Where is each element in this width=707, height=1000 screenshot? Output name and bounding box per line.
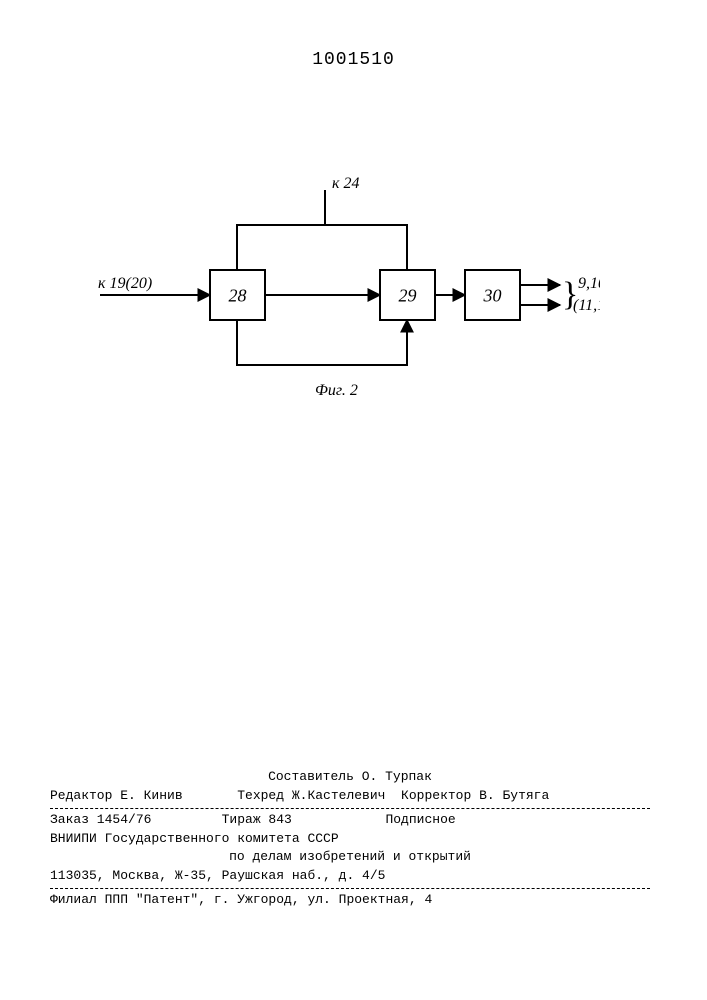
output-label-top: 9,10 xyxy=(578,275,600,292)
footer-block: Составитель О. Турпак Редактор Е. Кинив … xyxy=(50,768,650,910)
document-number: 1001510 xyxy=(0,50,707,70)
order-line: Заказ 1454/76 Тираж 843 Подписное xyxy=(50,811,650,830)
output-label-bottom: (11,12) xyxy=(573,297,600,314)
block-label-30: 30 xyxy=(483,285,502,305)
top-input-label: к 24 xyxy=(332,175,359,192)
divider xyxy=(50,808,650,809)
org-line-2: по делам изобретений и открытий xyxy=(50,848,650,867)
compiler-line: Составитель О. Турпак xyxy=(50,768,650,787)
block-label-29: 29 xyxy=(399,285,417,305)
editor-line: Редактор Е. Кинив Техред Ж.Кастелевич Ко… xyxy=(50,787,650,806)
branch-line: Филиал ППП "Патент", г. Ужгород, ул. Про… xyxy=(50,891,650,910)
figure-caption: Фиг. 2 xyxy=(315,382,358,399)
block-diagram: 282930к 19(20)к 24}9,10(11,12)Фиг. 2 xyxy=(80,170,600,430)
block-label-28: 28 xyxy=(229,285,247,305)
edge xyxy=(237,225,407,270)
divider xyxy=(50,888,650,889)
page: 1001510 282930к 19(20)к 24}9,10(11,12)Фи… xyxy=(0,0,707,1000)
input-label: к 19(20) xyxy=(98,275,152,292)
org-line-1: ВНИИПИ Государственного комитета СССР xyxy=(50,830,650,849)
edge xyxy=(237,320,407,365)
address-line: 113035, Москва, Ж-35, Раушская наб., д. … xyxy=(50,867,650,886)
